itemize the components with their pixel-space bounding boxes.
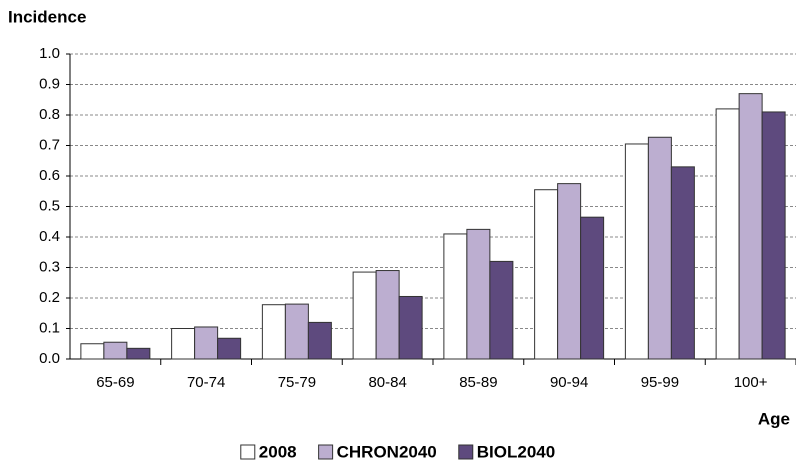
bar — [466, 228, 491, 360]
x-tick-label: 75-79 — [278, 374, 316, 391]
bar — [307, 321, 332, 360]
bar — [80, 343, 105, 360]
x-tick-label: 90-94 — [550, 374, 588, 391]
x-tick-label: 85-89 — [459, 374, 497, 391]
legend-swatch — [318, 444, 334, 460]
bar — [261, 304, 286, 360]
bar — [398, 295, 423, 360]
legend-label: BIOL2040 — [477, 442, 555, 461]
legend-label: CHRON2040 — [337, 442, 437, 461]
y-tick-label: 0.4 — [39, 228, 60, 245]
bar — [194, 326, 219, 360]
bar — [761, 111, 786, 360]
bar — [103, 341, 128, 360]
bar — [171, 328, 196, 360]
bar — [624, 143, 649, 360]
bar — [352, 271, 377, 360]
bar — [715, 108, 740, 360]
bar — [217, 337, 242, 360]
y-tick-label: 0.5 — [39, 197, 60, 214]
bar — [670, 166, 695, 360]
bar — [126, 347, 151, 360]
bar — [647, 136, 672, 360]
bar — [375, 270, 400, 360]
bar — [534, 189, 559, 360]
y-tick-label: 1.0 — [39, 45, 60, 62]
x-tick-label: 70-74 — [187, 374, 225, 391]
y-tick-label: 0.7 — [39, 136, 60, 153]
legend-swatch — [458, 444, 474, 460]
y-tick-label: 0.1 — [39, 319, 60, 336]
bar — [284, 303, 309, 360]
x-tick-label: 80-84 — [368, 374, 406, 391]
y-tick-label: 0.6 — [39, 167, 60, 184]
y-tick-label: 0.8 — [39, 106, 60, 123]
y-tick-label: 0.9 — [39, 75, 60, 92]
bar — [443, 233, 468, 360]
x-tick-label: 65-69 — [96, 374, 134, 391]
bar — [580, 216, 605, 360]
y-tick-label: 0.3 — [39, 258, 60, 275]
x-tick-label: 95-99 — [641, 374, 679, 391]
y-tick-label: 0.2 — [39, 289, 60, 306]
x-tick-label: 100+ — [734, 374, 768, 391]
bar — [489, 260, 514, 360]
legend-swatch — [240, 444, 256, 460]
x-axis-title: Age — [758, 409, 790, 428]
y-tick-label: 0.0 — [39, 350, 60, 367]
bar — [557, 183, 582, 360]
legend-label: 2008 — [259, 442, 297, 461]
bar — [738, 93, 763, 360]
y-axis-title: Incidence — [8, 7, 86, 26]
